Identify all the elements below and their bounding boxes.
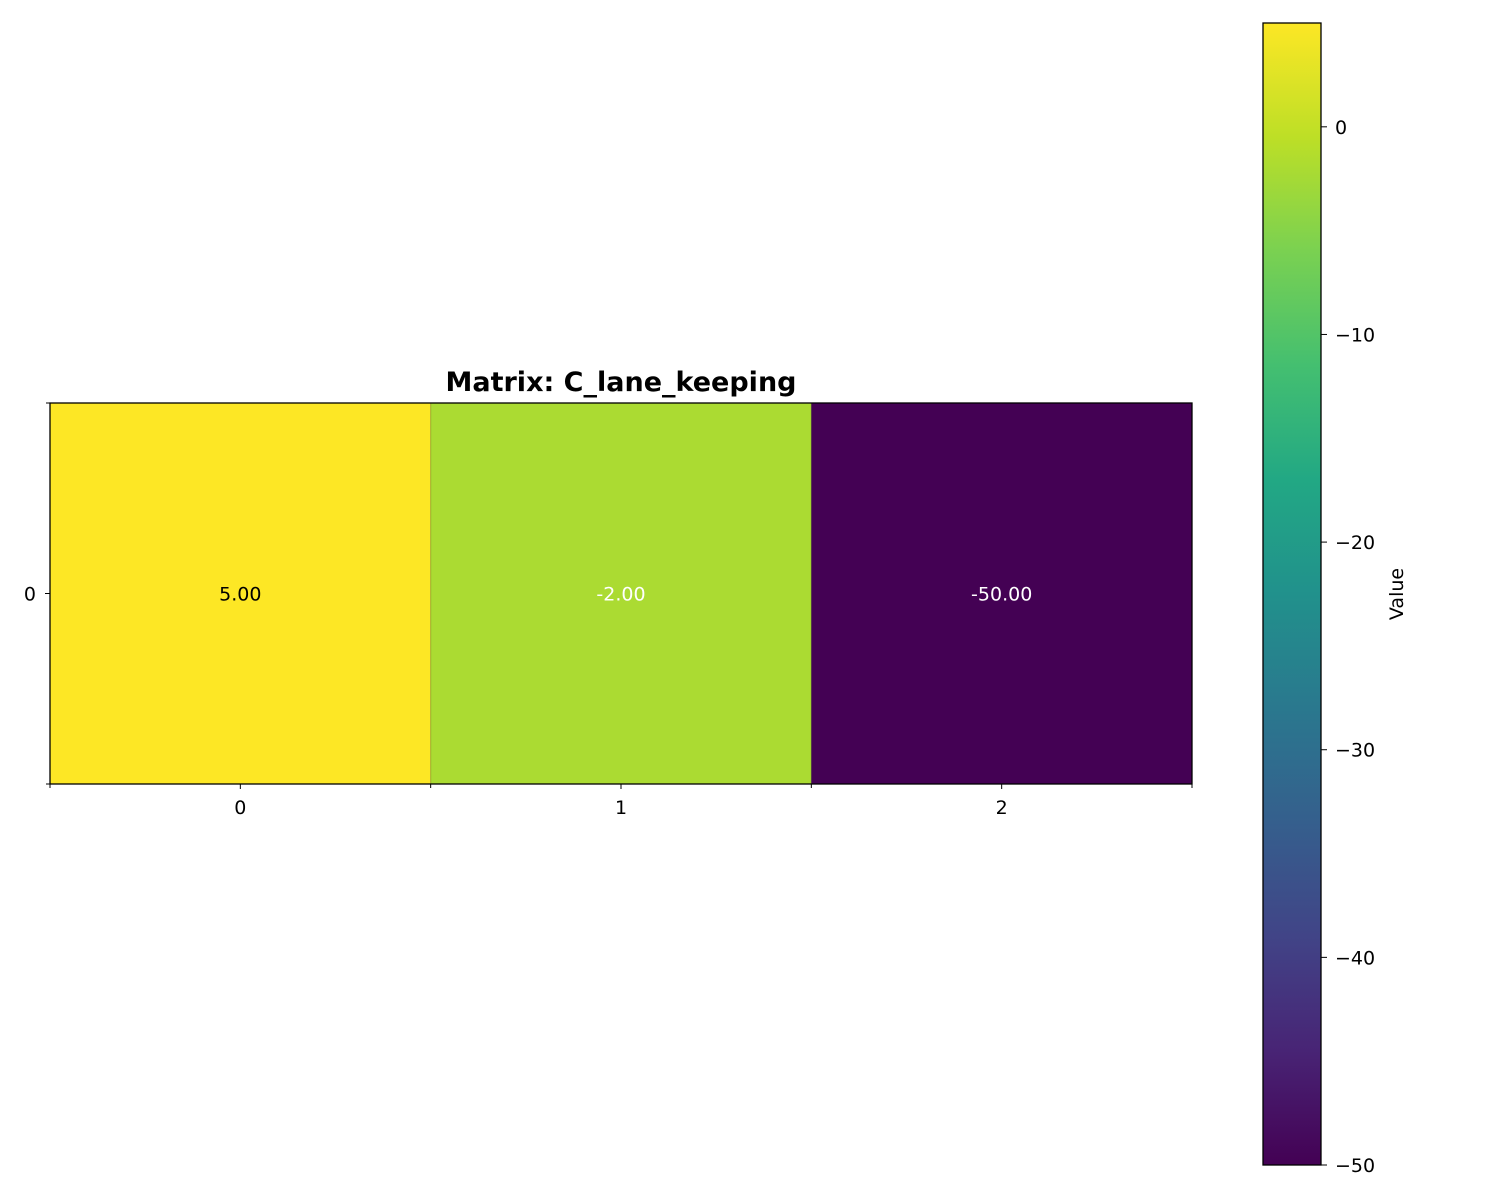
colorbar-ticks: 0 −10 −20 −30 −40 −50: [1321, 117, 1375, 1177]
colorbar-tick-label: −10: [1335, 324, 1375, 346]
heatmap-cell: [811, 403, 1192, 784]
y-tick-label: 0: [24, 584, 36, 606]
colorbar-label: Value: [1386, 568, 1408, 620]
colorbar-gradient: [1262, 22, 1322, 1166]
x-tick-label: 2: [996, 797, 1008, 819]
x-tick-label: 1: [615, 797, 627, 819]
colorbar-tick-label: −20: [1335, 532, 1375, 554]
colorbar-tick-label: −50: [1335, 1155, 1375, 1177]
colorbar: 0 −10 −20 −30 −40 −50 Value: [1262, 22, 1408, 1177]
cell-value-label: -50.00: [971, 584, 1032, 606]
heatmap-cell: [430, 403, 812, 784]
heatmap-cell: [50, 403, 431, 784]
heatmap-cells: 5.00 -2.00 -50.00: [50, 403, 1192, 784]
heatmap-axes: 0 1 2 0: [24, 402, 1193, 819]
chart-title: Matrix: C_lane_keeping: [446, 367, 797, 398]
colorbar-tick-label: −30: [1335, 740, 1375, 762]
cell-value-label: 5.00: [219, 584, 261, 606]
colorbar-tick-label: 0: [1335, 117, 1347, 139]
x-tick-label: 0: [234, 797, 246, 819]
colorbar-tick-label: −40: [1335, 947, 1375, 969]
cell-value-label: -2.00: [596, 584, 645, 606]
